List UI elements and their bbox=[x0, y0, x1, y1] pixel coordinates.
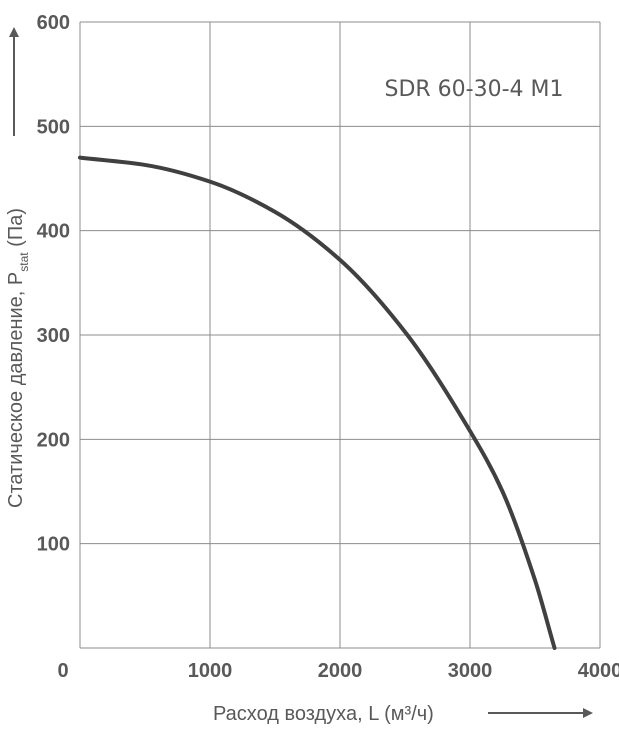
y-tick-label: 100 bbox=[37, 534, 70, 556]
y-tick-label: 400 bbox=[37, 221, 70, 243]
x-tick-label: 3000 bbox=[448, 660, 493, 682]
y-tick-label: 300 bbox=[37, 325, 70, 347]
series-line bbox=[78, 155, 557, 650]
x-axis-label: Расход воздуха, L (м³/ч) bbox=[213, 703, 434, 725]
y-axis-label-sub: stat bbox=[17, 252, 31, 272]
grid bbox=[79, 21, 601, 649]
tick-labels: 0 1000 2000 3000 4000 100 200 300 400 500 600 bbox=[37, 12, 619, 682]
x-tick-label: 4000 bbox=[578, 660, 619, 682]
x-tick-label: 2000 bbox=[318, 660, 363, 682]
y-tick-label: 200 bbox=[37, 429, 70, 451]
x-tick-label: 1000 bbox=[188, 660, 233, 682]
y-tick-label: 500 bbox=[37, 116, 70, 138]
x-tick-label: 0 bbox=[57, 660, 68, 682]
chart-title: SDR 60-30-4 M1 bbox=[384, 77, 563, 102]
y-axis-label-main: Статическое давление, P bbox=[5, 272, 27, 508]
y-axis-label-unit: (Па) bbox=[5, 208, 27, 252]
y-tick-label: 600 bbox=[37, 12, 70, 34]
series-curve bbox=[78, 155, 557, 650]
y-axis-label: Статическое давление, Pstat (Па) bbox=[5, 208, 31, 508]
